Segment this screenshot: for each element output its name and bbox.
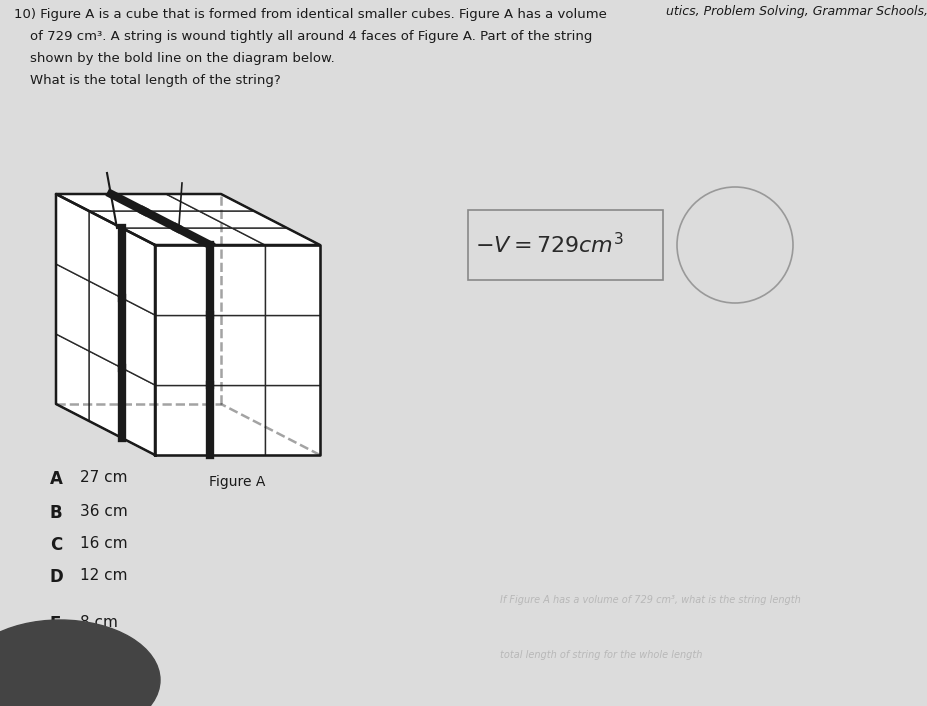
Text: shown by the bold line on the diagram below.: shown by the bold line on the diagram be… [30,52,335,65]
Polygon shape [166,194,254,211]
Polygon shape [210,315,265,385]
Ellipse shape [0,620,159,706]
Polygon shape [111,194,198,211]
Polygon shape [198,211,286,228]
Polygon shape [155,245,210,315]
Text: 27 cm: 27 cm [80,470,127,485]
Text: 10) Figure A is a cube that is formed from identical smaller cubes. Figure A has: 10) Figure A is a cube that is formed fr… [14,8,606,21]
Text: total length of string for the whole length: total length of string for the whole len… [500,650,702,660]
Polygon shape [155,385,210,455]
Text: E: E [50,615,61,633]
Polygon shape [210,385,265,455]
Polygon shape [265,245,320,315]
Polygon shape [265,315,320,385]
Polygon shape [56,194,89,281]
Polygon shape [89,211,121,298]
Text: of 729 cm³. A string is wound tightly all around 4 faces of Figure A. Part of th: of 729 cm³. A string is wound tightly al… [30,30,591,43]
Text: If Figure A has a volume of 729 cm³, what is the string length: If Figure A has a volume of 729 cm³, wha… [500,595,800,605]
Polygon shape [56,194,144,211]
Polygon shape [89,211,177,228]
Text: C: C [50,536,62,554]
Text: 12 cm: 12 cm [80,568,127,583]
Polygon shape [89,351,121,438]
Polygon shape [89,281,121,368]
Polygon shape [177,228,265,245]
Text: utics, Problem Solving, Grammar Schools,: utics, Problem Solving, Grammar Schools, [666,5,927,18]
Polygon shape [210,245,265,315]
Text: $\mathit{-V=729cm^3}$: $\mathit{-V=729cm^3}$ [475,232,623,258]
Polygon shape [265,385,320,455]
Text: What is the total length of the string?: What is the total length of the string? [30,74,281,87]
Polygon shape [121,298,155,385]
Text: B: B [50,504,62,522]
Text: D: D [50,568,64,586]
Polygon shape [56,334,89,421]
Polygon shape [121,228,155,315]
Polygon shape [232,228,320,245]
Text: 36 cm: 36 cm [80,504,128,519]
Text: 8 cm: 8 cm [80,615,118,630]
Text: 16 cm: 16 cm [80,536,128,551]
Polygon shape [155,315,210,385]
Polygon shape [144,211,232,228]
Text: Figure A: Figure A [210,475,265,489]
Polygon shape [121,228,210,245]
Polygon shape [56,264,89,351]
Polygon shape [121,368,155,455]
Text: A: A [50,470,63,488]
